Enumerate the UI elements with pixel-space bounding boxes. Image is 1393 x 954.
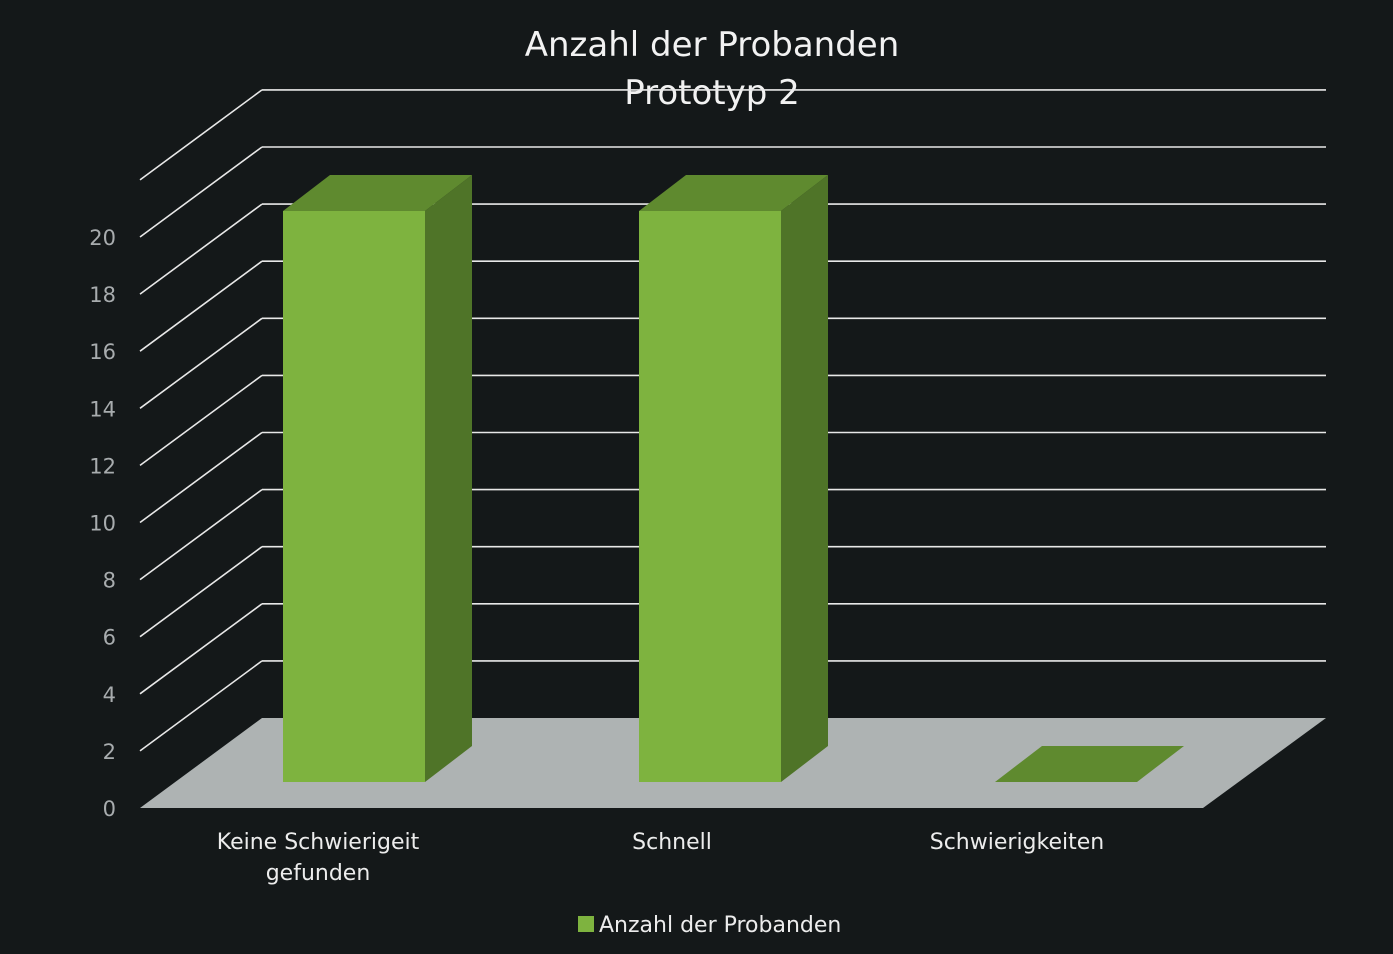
x-category-label: gefunden bbox=[266, 861, 371, 886]
chart-title: Anzahl der Probanden Prototyp 2 bbox=[525, 25, 900, 113]
legend-swatch bbox=[578, 916, 594, 932]
gridline-side bbox=[139, 431, 263, 524]
y-tick-label: 18 bbox=[89, 283, 116, 307]
y-tick-label: 6 bbox=[103, 626, 116, 650]
gridline-side bbox=[139, 146, 263, 238]
y-tick-label: 2 bbox=[103, 740, 116, 764]
legend-label: Anzahl der Probanden bbox=[599, 913, 841, 938]
y-tick-label: 16 bbox=[89, 340, 116, 364]
y-tick-label: 12 bbox=[89, 454, 116, 478]
gridline-side bbox=[139, 89, 263, 181]
bars bbox=[283, 175, 1184, 782]
bar-0 bbox=[283, 175, 472, 782]
y-axis-tick-labels: 0 2 4 6 8 10 12 14 16 18 20 bbox=[89, 226, 116, 821]
bar-side-face bbox=[781, 175, 828, 782]
y-tick-label: 4 bbox=[103, 683, 116, 707]
gridline-side bbox=[139, 488, 263, 581]
x-category-label: Schnell bbox=[632, 830, 712, 855]
x-category-label: Schwierigkeiten bbox=[930, 830, 1104, 855]
y-tick-label: 0 bbox=[103, 797, 116, 821]
gridline-side bbox=[139, 660, 263, 752]
x-category-label: Keine Schwierigeit bbox=[217, 830, 420, 855]
bar-top-face bbox=[283, 175, 472, 211]
bar-2 bbox=[995, 746, 1184, 782]
y-tick-label: 20 bbox=[89, 226, 116, 250]
gridline-side bbox=[139, 374, 263, 467]
gridline-side bbox=[139, 203, 263, 295]
y-tick-label: 14 bbox=[89, 397, 116, 421]
y-tick-label: 8 bbox=[103, 569, 116, 593]
gridline-side bbox=[139, 546, 263, 638]
bar-1 bbox=[639, 175, 828, 782]
legend: Anzahl der Probanden bbox=[578, 913, 841, 938]
chart-title-line: Prototyp 2 bbox=[624, 73, 800, 113]
gridline-side bbox=[139, 260, 263, 352]
bar-side-face bbox=[425, 175, 472, 782]
y-tick-label: 10 bbox=[89, 512, 116, 536]
chart-title-line: Anzahl der Probanden bbox=[525, 25, 900, 65]
bar-top-face bbox=[995, 746, 1184, 782]
bar-top-face bbox=[639, 175, 828, 211]
gridline-side bbox=[139, 603, 263, 695]
gridline-side bbox=[139, 317, 263, 409]
bar-front-face bbox=[639, 211, 781, 782]
bar-front-face bbox=[283, 211, 425, 782]
x-axis-category-labels: Keine Schwierigeit gefunden Schnell Schwier… bbox=[217, 830, 1104, 886]
